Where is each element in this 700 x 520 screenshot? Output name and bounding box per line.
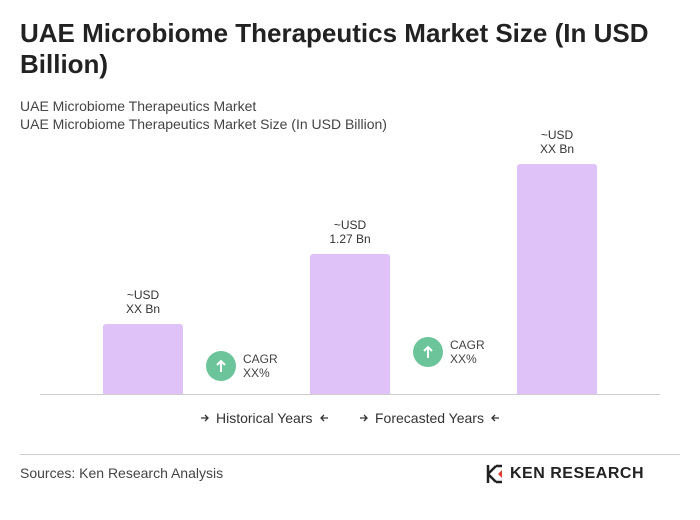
up-arrow [423,345,433,358]
legend-label: Forecasted Years [375,410,484,426]
bar [310,254,390,394]
value-label: ~USD XX Bn [125,287,161,316]
arrow [319,414,328,422]
cagr-icon [413,337,443,367]
baseline [40,394,660,395]
brand: KEN RESEARCH [510,465,645,482]
subtitle: UAE Microbiome Therapeutics Market [20,98,257,114]
cagr-label: CAGR XX% [243,352,278,380]
logo-icon [486,464,502,484]
arrow [201,414,209,422]
source: Sources: Ken Research Analysis [20,465,224,481]
value-label: ~USD XX Bn [539,128,575,156]
bar [103,323,183,394]
legend-item: Forecasted Years [359,410,500,426]
legend-label: Historical Years [216,410,313,426]
cagr-icon [206,351,236,381]
arrow [491,414,499,422]
up-arrow [216,359,226,372]
divider [20,454,680,455]
bar [517,164,597,394]
subtitle: UAE Microbiome Therapeutics Market Size … [20,116,387,132]
arrow [360,414,368,422]
chart-title: UAE Microbiome Therapeutics Market Size … [20,18,649,79]
cagr-label: CAGR XX% [450,338,485,366]
legend-item: Historical Years [200,410,329,426]
logo: KEN RESEARCH [486,464,644,484]
value-label: ~USD 1.27 Bn [329,218,371,247]
